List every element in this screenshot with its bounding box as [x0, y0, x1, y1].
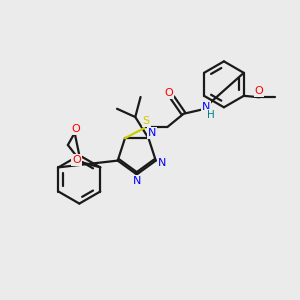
Text: N: N [133, 176, 141, 186]
Text: H: H [207, 110, 215, 120]
Text: O: O [255, 86, 263, 96]
Text: N: N [148, 128, 157, 138]
Text: O: O [164, 88, 173, 98]
Text: N: N [158, 158, 166, 168]
Text: O: O [72, 155, 81, 165]
Text: S: S [142, 116, 150, 126]
Text: N: N [202, 102, 210, 112]
Text: O: O [71, 124, 80, 134]
